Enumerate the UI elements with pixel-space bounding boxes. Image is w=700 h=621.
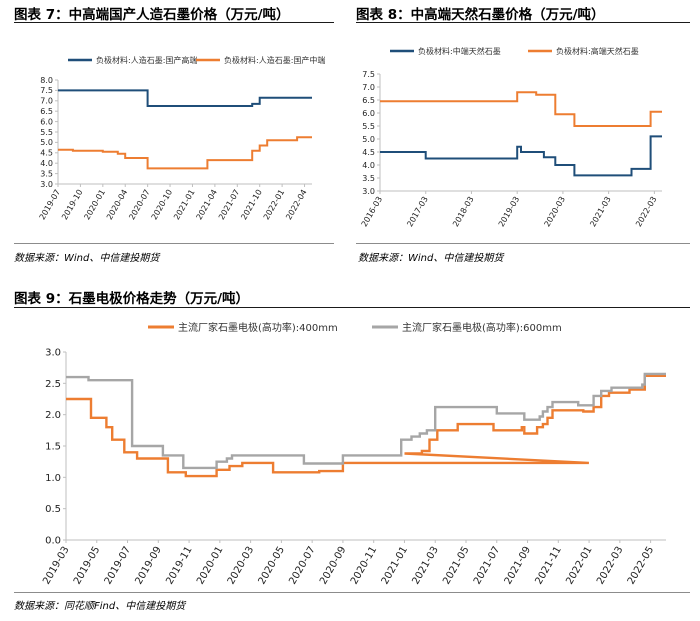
fig9-x-tick-label: 2021-05: [441, 545, 471, 587]
fig9-x-tick-label: 2019-07: [103, 545, 133, 587]
fig8-legend-label: 负极材料:中端天然石墨: [418, 46, 501, 56]
fig7-y-tick-label: 6.5: [40, 107, 53, 116]
fig9-x-tick-label: 2019-05: [72, 545, 102, 587]
fig7-series-line-1: [58, 89, 312, 107]
fig9-source: 数据来源：同花顺Find、中信建投期货: [14, 601, 186, 612]
fig8-title-rule: [356, 22, 690, 23]
fig9-x-tick-label: 2019-09: [134, 545, 164, 587]
fig7-source: 数据来源：Wind、中信建投期货: [14, 253, 160, 264]
fig8-title: 图表 8：中高端天然石墨价格（万元/吨）: [356, 7, 605, 23]
fig7-y-tick-label: 3.5: [40, 169, 53, 178]
fig9-x-tick-label: 2021-03: [410, 545, 440, 587]
fig7-y-tick-label: 8.0: [40, 76, 53, 85]
fig7-y-tick-label: 4.0: [40, 159, 53, 168]
fig8-y-tick-label: 6.0: [362, 109, 375, 118]
fig7-y-tick-label: 7.0: [40, 97, 53, 106]
fig9-x-tick-label: 2020-01: [195, 545, 225, 587]
fig7-y-tick-label: 7.5: [40, 86, 53, 95]
fig9-x-tick-label: 2019-03: [41, 545, 71, 587]
fig8-y-tick-label: 7.5: [362, 70, 375, 79]
fig9-x-tick-label: 2021-09: [503, 545, 533, 587]
fig7-y-tick-label: 5.0: [40, 138, 53, 147]
fig7-y-tick-label: 3.0: [40, 180, 53, 189]
fig8-series-line-2: [380, 91, 662, 127]
fig8-y-tick-label: 5.5: [362, 122, 375, 131]
fig9-series-line-1: [66, 374, 666, 478]
fig9-legend-label: 主流厂家石墨电极(高功率):600mm: [402, 321, 562, 334]
fig9-y-tick-label: 2.5: [45, 379, 61, 390]
fig9-x-tick-label: 2020-03: [226, 545, 256, 587]
fig9-title: 图表 9：石墨电极价格走势（万元/吨）: [14, 291, 250, 307]
fig9-y-tick-label: 1.0: [45, 473, 61, 484]
fig9-x-tick-label: 2021-07: [472, 545, 502, 587]
fig9-y-tick-label: 0.5: [45, 504, 61, 515]
fig9-x-tick-label: 2022-01: [564, 545, 594, 587]
fig9-x-tick-label: 2020-09: [318, 545, 348, 587]
fig7-y-tick-label: 6.0: [40, 117, 53, 126]
fig9-source-rule: [14, 592, 690, 593]
fig9-title-rule: [14, 307, 690, 308]
fig8-y-tick-label: 5.0: [362, 135, 375, 144]
fig8-source-rule: [356, 243, 690, 244]
fig9-series-line-2: [66, 372, 666, 470]
fig9-x-tick-label: 2020-05: [257, 545, 287, 587]
fig9-y-tick-label: 1.5: [45, 442, 61, 453]
fig7-source-rule: [14, 243, 334, 244]
fig8-legend-label: 负极材料:高端天然石墨: [556, 46, 639, 56]
fig9-x-tick-label: 2022-03: [595, 545, 625, 587]
fig9-x-tick-label: 2019-11: [164, 545, 194, 587]
fig9-x-tick-label: 2020-11: [349, 545, 379, 587]
fig8-y-tick-label: 4.0: [362, 161, 375, 170]
fig7-y-tick-label: 5.5: [40, 128, 53, 137]
fig7-legend-label: 负极材料:人造石墨:国产中端: [224, 55, 325, 65]
fig9-legend-label: 主流厂家石墨电极(高功率):400mm: [178, 321, 338, 334]
fig7-legend-label: 负极材料:人造石墨:国产高端: [96, 55, 197, 65]
fig9-x-tick-label: 2021-01: [380, 545, 410, 587]
fig9-y-tick-label: 2.0: [45, 410, 61, 421]
fig8-y-tick-label: 4.5: [362, 148, 375, 157]
fig7-series-line-2: [58, 136, 312, 170]
fig9-y-tick-label: 3.0: [45, 348, 61, 359]
fig8-y-tick-label: 3.0: [362, 187, 375, 196]
fig9-x-tick-label: 2022-05: [626, 545, 656, 587]
fig8-y-tick-label: 3.5: [362, 174, 375, 183]
fig9-x-tick-label: 2020-07: [287, 545, 317, 587]
fig8-y-tick-label: 6.5: [362, 96, 375, 105]
fig7-title-rule: [14, 22, 334, 23]
fig7-y-tick-label: 4.5: [40, 149, 53, 158]
fig9-y-tick-label: 0.0: [45, 536, 61, 547]
fig7-title: 图表 7：中高端国产人造石墨价格（万元/吨）: [14, 7, 290, 23]
fig8-source: 数据来源：Wind、中信建投期货: [358, 253, 504, 264]
fig9-x-tick-label: 2021-11: [534, 545, 564, 587]
fig8-series-line-1: [380, 135, 662, 177]
fig8-y-tick-label: 7.0: [362, 83, 375, 92]
